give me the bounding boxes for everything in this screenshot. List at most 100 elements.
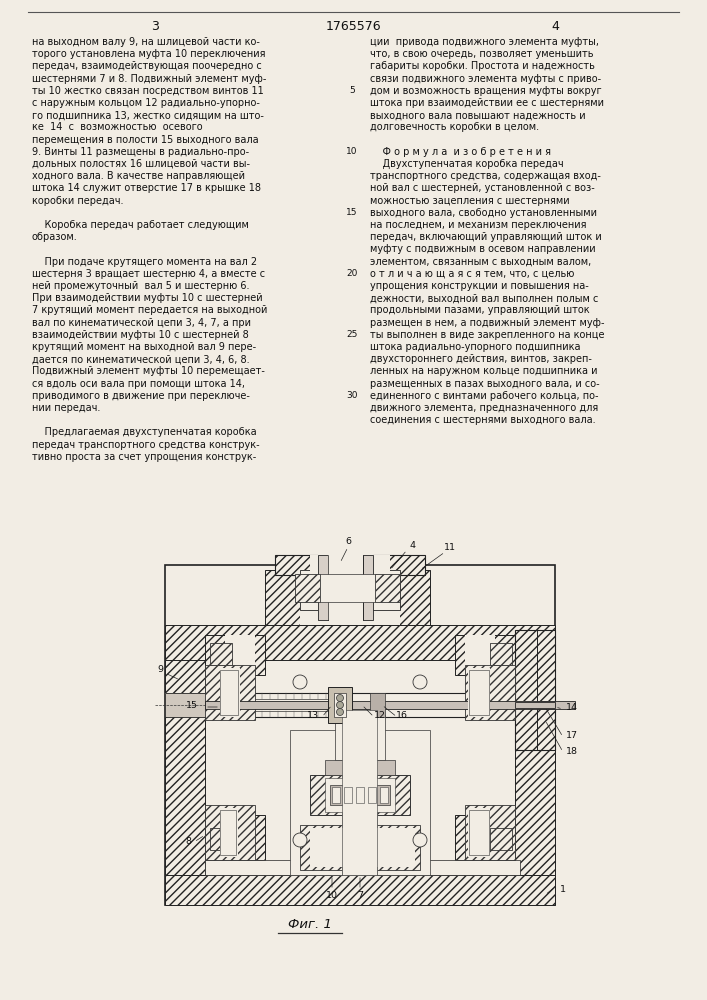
Text: тивно проста за счет упрощения конструк-: тивно проста за счет упрощения конструк- [32, 452, 256, 462]
Bar [165, 875, 555, 905]
Text: ходного вала. В качестве направляющей: ходного вала. В качестве направляющей [32, 171, 245, 181]
Bar [465, 818, 497, 857]
Text: 16: 16 [396, 710, 408, 720]
Text: крутящий момент на выходной вал 9 пере-: крутящий момент на выходной вал 9 пере- [32, 342, 256, 352]
Bar [328, 555, 363, 620]
Text: При взаимодействии муфты 10 с шестерней: При взаимодействии муфты 10 с шестерней [32, 293, 262, 303]
Text: Двухступенчатая коробка передач: Двухступенчатая коробка передач [370, 159, 563, 169]
Text: 12: 12 [374, 710, 386, 720]
Bar [344, 787, 352, 803]
Bar [205, 805, 255, 860]
Bar [342, 710, 377, 875]
Text: ся вдоль оси вала при помощи штока 14,: ся вдоль оси вала при помощи штока 14, [32, 379, 245, 389]
Text: 30: 30 [346, 391, 358, 400]
Bar [310, 775, 410, 815]
Bar [318, 555, 328, 620]
Text: дается по кинематической цепи 3, 4, 6, 8.: дается по кинематической цепи 3, 4, 6, 8… [32, 354, 250, 364]
Text: 1: 1 [560, 886, 566, 894]
Bar [165, 565, 555, 905]
Text: ции  привода подвижного элемента муфты,: ции привода подвижного элемента муфты, [370, 37, 599, 47]
Text: 14: 14 [566, 702, 578, 712]
Bar [515, 630, 555, 875]
Text: движного элемента, предназначенного для: движного элемента, предназначенного для [370, 403, 598, 413]
Text: долговечность коробки в целом.: долговечность коробки в целом. [370, 122, 539, 132]
Text: 3: 3 [151, 20, 159, 33]
Bar [469, 810, 489, 855]
Bar [165, 693, 515, 717]
Text: 8: 8 [185, 838, 191, 846]
Bar [220, 810, 236, 855]
Text: шестернями 7 и 8. Подвижный элемент муф-: шестернями 7 и 8. Подвижный элемент муф- [32, 74, 267, 84]
Text: ленных на наружном кольце подшипника и: ленных на наружном кольце подшипника и [370, 366, 597, 376]
Text: дольных полостях 16 шлицевой части вы-: дольных полостях 16 шлицевой части вы- [32, 159, 250, 169]
Bar [537, 701, 555, 709]
Text: двухстороннего действия, винтов, закреп-: двухстороннего действия, винтов, закреп- [370, 354, 592, 364]
Text: шестерня 3 вращает шестерню 4, а вместе с: шестерня 3 вращает шестерню 4, а вместе … [32, 269, 265, 279]
Text: нии передач.: нии передач. [32, 403, 100, 413]
Text: упрощения конструкции и повышения на-: упрощения конструкции и повышения на- [370, 281, 589, 291]
Text: передач, включающий управляющий шток и: передач, включающий управляющий шток и [370, 232, 602, 242]
Bar [265, 570, 430, 625]
Text: дом и возможность вращения муфты вокруг: дом и возможность вращения муфты вокруг [370, 86, 602, 96]
Bar [363, 555, 373, 620]
Bar [205, 635, 265, 675]
Text: передач транспортного средства конструк-: передач транспортного средства конструк- [32, 440, 259, 450]
Text: 17: 17 [566, 730, 578, 740]
Bar [515, 702, 555, 708]
Circle shape [293, 833, 307, 847]
Text: го подшипника 13, жестко сидящим на што-: го подшипника 13, жестко сидящим на што- [32, 110, 264, 120]
Bar [205, 860, 350, 875]
Text: 4: 4 [551, 20, 559, 33]
Bar [370, 860, 520, 875]
Text: дежности, выходной вал выполнен полым с: дежности, выходной вал выполнен полым с [370, 293, 598, 303]
Text: 25: 25 [346, 330, 358, 339]
Text: габариты коробки. Простота и надежность: габариты коробки. Простота и надежность [370, 61, 595, 71]
Text: Ф о р м у л а  и з о б р е т е н и я: Ф о р м у л а и з о б р е т е н и я [370, 147, 551, 157]
Bar [515, 701, 555, 709]
Bar [356, 787, 364, 803]
Bar [220, 668, 240, 717]
Bar [310, 828, 345, 867]
Text: торого установлена муфта 10 переключения: торого установлена муфта 10 переключения [32, 49, 266, 59]
Text: элементом, связанным с выходным валом,: элементом, связанным с выходным валом, [370, 257, 591, 267]
Text: что, в свою очередь, позволяет уменьшить: что, в свою очередь, позволяет уменьшить [370, 49, 593, 59]
Bar [468, 808, 490, 857]
Bar [330, 785, 390, 805]
Bar [335, 715, 385, 760]
Bar [465, 665, 515, 720]
Bar [332, 787, 340, 803]
Bar [310, 555, 390, 575]
Text: штока радиально-упорного подшипника: штока радиально-упорного подшипника [370, 342, 580, 352]
Text: с наружным кольцом 12 радиально-упорно-: с наружным кольцом 12 радиально-упорно- [32, 98, 260, 108]
Text: передач, взаимодействующая поочередно с: передач, взаимодействующая поочередно с [32, 61, 262, 71]
Text: соединения с шестернями выходного вала.: соединения с шестернями выходного вала. [370, 415, 595, 425]
Text: взаимодействии муфты 10 с шестерней 8: взаимодействии муфты 10 с шестерней 8 [32, 330, 249, 340]
Bar [469, 670, 489, 715]
Text: перемещения в полости 15 выходного вала: перемещения в полости 15 выходного вала [32, 135, 259, 145]
Bar [368, 787, 376, 803]
Text: 7 крутящий момент передается на выходной: 7 крутящий момент передается на выходной [32, 305, 267, 315]
Text: 13: 13 [307, 710, 319, 720]
Text: на выходном валу 9, на шлицевой части ко-: на выходном валу 9, на шлицевой части ко… [32, 37, 260, 47]
Bar [455, 635, 515, 675]
Bar [220, 808, 238, 857]
Bar [205, 815, 265, 860]
Bar [295, 574, 320, 602]
Bar [334, 693, 346, 717]
Circle shape [337, 702, 344, 708]
Circle shape [293, 675, 307, 689]
Text: 1765576: 1765576 [325, 20, 381, 33]
Text: Коробка передач работает следующим: Коробка передач работает следующим [32, 220, 249, 230]
Bar [468, 668, 490, 717]
Text: можностью зацепления с шестернями: можностью зацепления с шестернями [370, 196, 570, 206]
Text: 4: 4 [409, 542, 415, 550]
Bar [465, 635, 495, 675]
Bar [318, 550, 373, 625]
Bar [490, 643, 512, 665]
Text: 5: 5 [349, 86, 355, 95]
Bar [370, 693, 385, 717]
Text: связи подвижного элемента муфты с приво-: связи подвижного элемента муфты с приво- [370, 74, 601, 84]
Text: размещенных в пазах выходного вала, и со-: размещенных в пазах выходного вала, и со… [370, 379, 600, 389]
Text: приводимого в движение при переключе-: приводимого в движение при переключе- [32, 391, 250, 401]
Bar [210, 828, 232, 850]
